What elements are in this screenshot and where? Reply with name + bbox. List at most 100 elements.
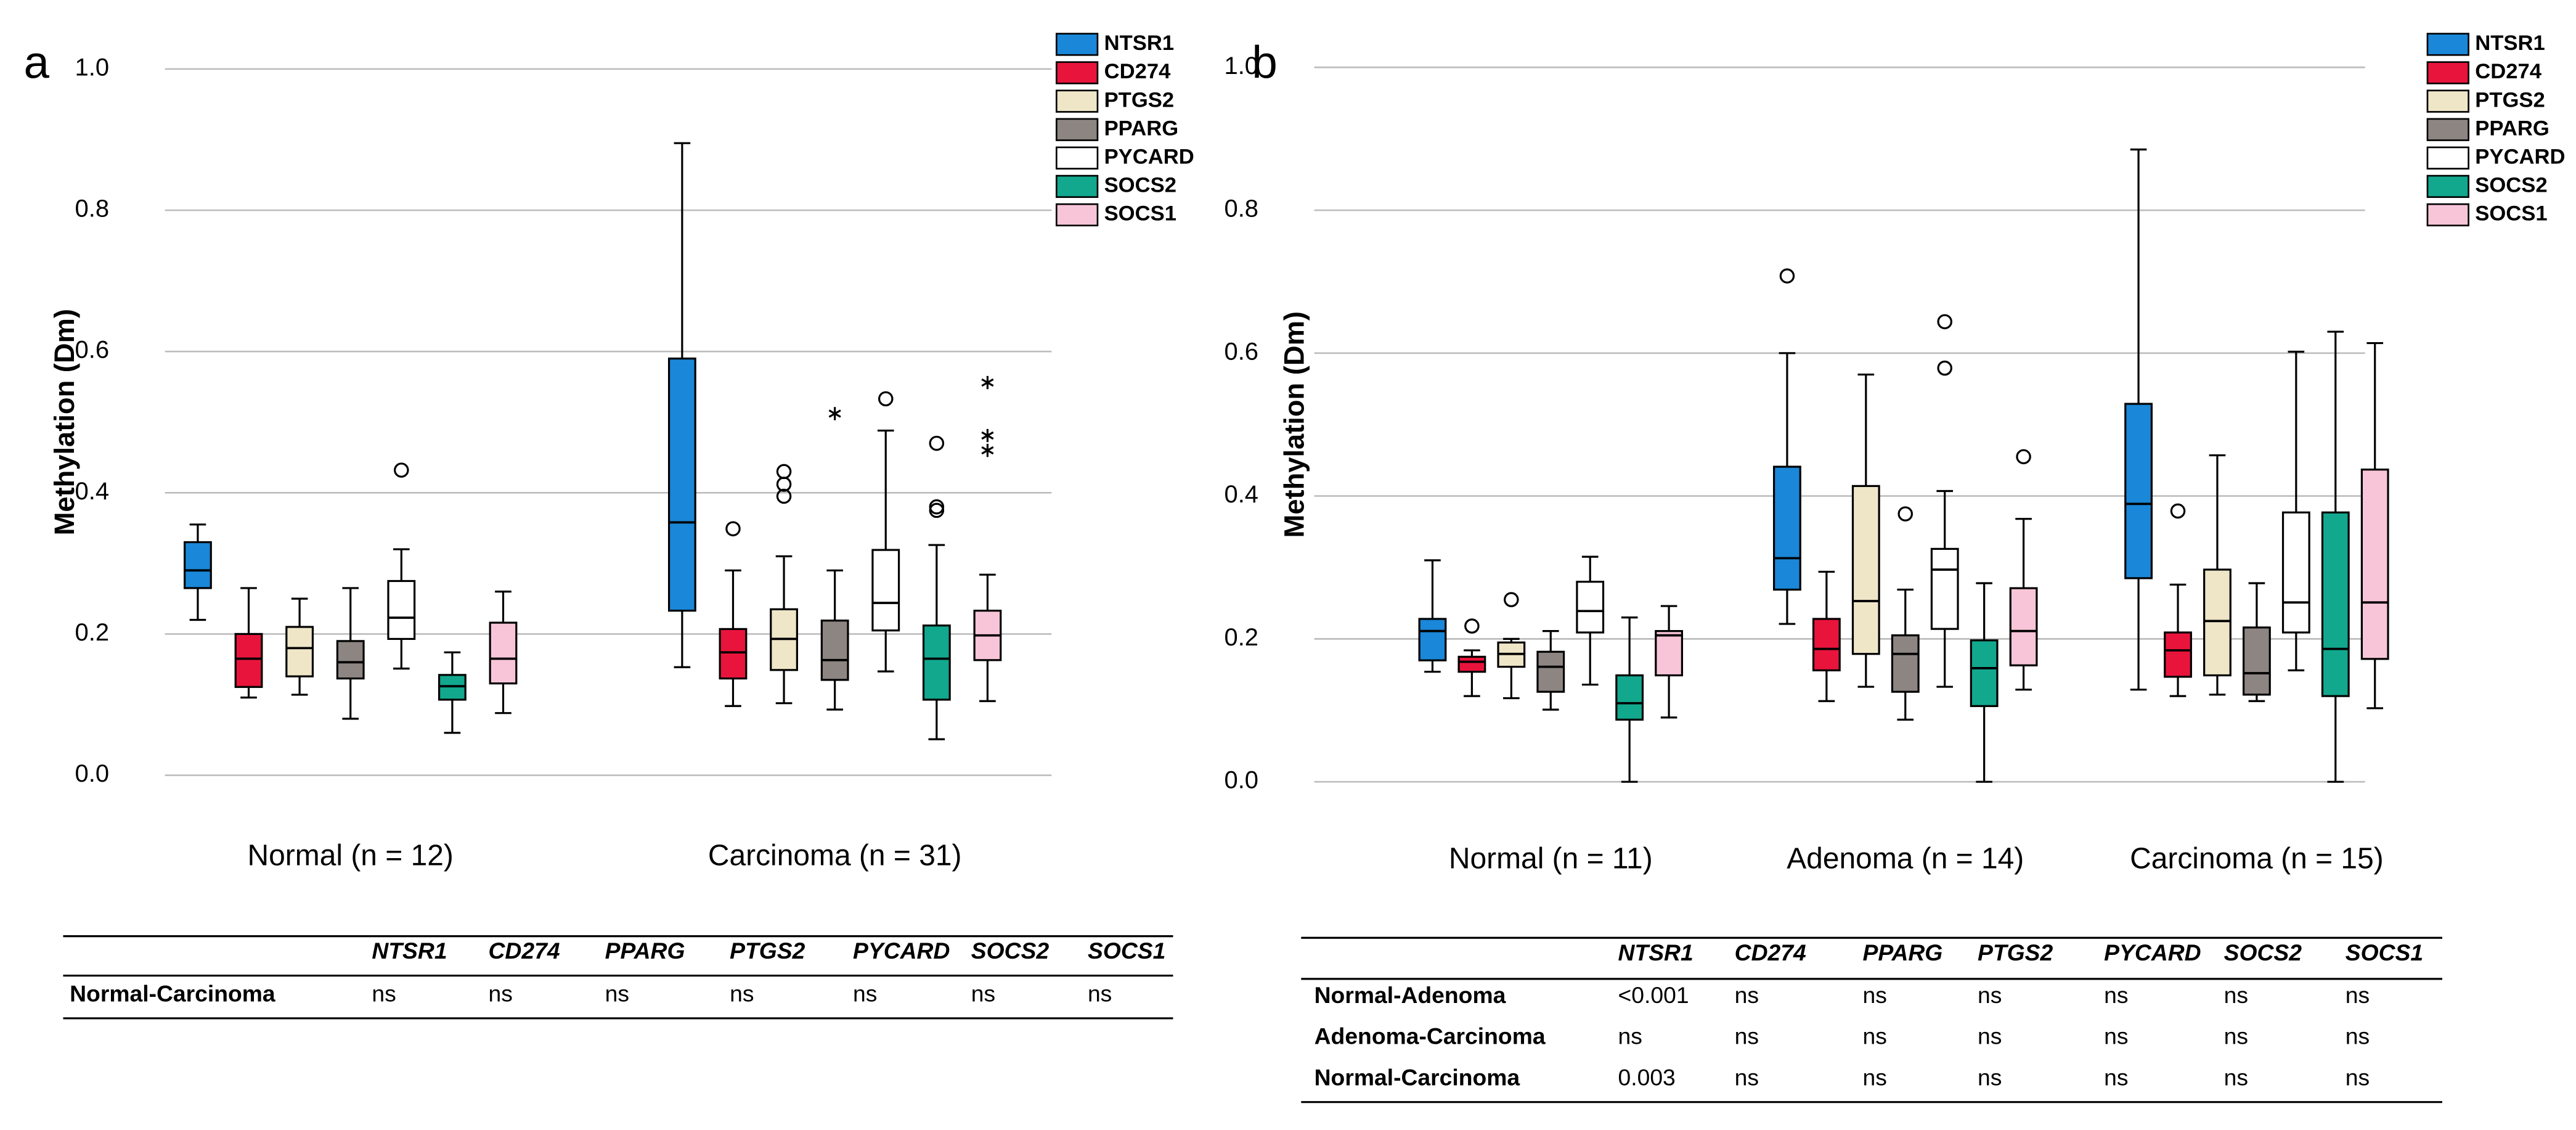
row-label: Normal-Carcinoma bbox=[1314, 1064, 1520, 1090]
box bbox=[336, 640, 365, 680]
outlier bbox=[394, 462, 409, 478]
table-cell: ns bbox=[1088, 980, 1112, 1006]
table-cell: ns bbox=[1978, 1064, 2002, 1090]
legend-label: SOCS1 bbox=[2475, 202, 2547, 226]
table-cell: ns bbox=[1862, 1023, 1886, 1049]
legend-swatch bbox=[2426, 61, 2469, 84]
table-cell: ns bbox=[2346, 1064, 2370, 1090]
legend-swatch bbox=[1056, 146, 1099, 170]
table-header: SOCS2 bbox=[971, 938, 1050, 964]
legend-label: CD274 bbox=[1104, 60, 1172, 83]
table-cell: ns bbox=[1735, 1064, 1759, 1090]
y-tick-label: 0.4 bbox=[75, 478, 110, 505]
table-cell: ns bbox=[372, 980, 396, 1006]
y-tick-label: 0.4 bbox=[1224, 481, 1258, 508]
legend-swatch bbox=[2426, 203, 2469, 227]
legend-swatch bbox=[2426, 118, 2469, 141]
y-axis-title: Methylation (Dm) bbox=[49, 309, 80, 535]
table-cell: ns bbox=[2224, 1064, 2248, 1090]
box bbox=[1655, 630, 1684, 677]
legend-label: PTGS2 bbox=[2475, 88, 2545, 112]
table-header: NTSR1 bbox=[372, 938, 447, 964]
legend-label: PYCARD bbox=[2475, 145, 2565, 168]
legend-swatch bbox=[1056, 61, 1099, 84]
table-cell: ns bbox=[1862, 1064, 1886, 1090]
y-tick-label: 0.2 bbox=[75, 619, 110, 646]
legend-swatch bbox=[1056, 174, 1099, 199]
group-label: Normal (n = 11) bbox=[1449, 843, 1653, 875]
outlier bbox=[929, 502, 945, 518]
outlier bbox=[725, 521, 741, 536]
box bbox=[489, 621, 518, 685]
group-label: Normal (n = 12) bbox=[248, 839, 454, 872]
table-header: CD274 bbox=[1735, 940, 1806, 965]
table-cell: ns bbox=[1735, 982, 1759, 1008]
table-cell: ns bbox=[1978, 982, 2002, 1008]
outlier bbox=[1779, 268, 1795, 284]
y-tick-label: 0.0 bbox=[75, 760, 110, 787]
legend-swatch bbox=[1056, 118, 1099, 141]
table-cell: ns bbox=[2346, 1023, 2370, 1049]
table-header: PYCARD bbox=[2104, 940, 2201, 965]
box bbox=[820, 620, 849, 681]
box bbox=[2203, 568, 2232, 677]
box bbox=[1930, 547, 1959, 630]
outlier bbox=[1897, 506, 1914, 522]
box bbox=[285, 626, 314, 678]
legend-label: PPARG bbox=[1104, 117, 1179, 140]
box bbox=[1615, 674, 1644, 721]
legend-swatch bbox=[2426, 174, 2469, 199]
legend-label: NTSR1 bbox=[2475, 31, 2545, 55]
group-label: Carcinoma (n = 15) bbox=[2130, 843, 2384, 875]
table-header: SOCS2 bbox=[2224, 940, 2302, 965]
outlier bbox=[878, 391, 894, 407]
box bbox=[871, 549, 900, 632]
box bbox=[184, 541, 212, 589]
outlier bbox=[1937, 360, 1952, 376]
box bbox=[1970, 639, 1999, 707]
legend-swatch bbox=[1056, 89, 1099, 113]
table-cell: ns bbox=[2104, 1023, 2128, 1049]
box bbox=[1891, 634, 1920, 693]
table-cell: ns bbox=[489, 980, 513, 1006]
row-label: Normal-Adenoma bbox=[1314, 982, 1506, 1008]
legend-label: SOCS1 bbox=[1104, 202, 1176, 226]
table-cell: ns bbox=[1618, 1023, 1642, 1049]
outlier bbox=[2170, 503, 2186, 519]
row-label: Normal-Carcinoma bbox=[70, 980, 275, 1006]
box bbox=[2009, 587, 2038, 666]
y-tick-label: 0.6 bbox=[1224, 338, 1258, 365]
legend-label: CD274 bbox=[2475, 60, 2542, 83]
table-header: PYCARD bbox=[853, 938, 950, 964]
y-axis-title: Methylation (Dm) bbox=[1278, 311, 1310, 538]
table-header: PTGS2 bbox=[1978, 940, 2053, 965]
box bbox=[234, 633, 263, 688]
table-cell: <0.001 bbox=[1618, 982, 1689, 1008]
outlier bbox=[1937, 314, 1952, 330]
panel-label: a bbox=[24, 36, 50, 88]
legend-swatch bbox=[1056, 33, 1099, 56]
box bbox=[922, 624, 951, 701]
legend-label: SOCS2 bbox=[2475, 174, 2547, 197]
table-cell: ns bbox=[2104, 1064, 2128, 1090]
y-tick-label: 0.2 bbox=[1224, 624, 1258, 651]
table-cell: ns bbox=[1862, 982, 1886, 1008]
legend-swatch bbox=[2426, 33, 2469, 56]
legend-label: SOCS2 bbox=[1104, 174, 1176, 197]
table-header: PPARG bbox=[1862, 940, 1942, 965]
outlier bbox=[776, 488, 792, 504]
outlier bbox=[2016, 449, 2031, 465]
table-header: SOCS1 bbox=[2346, 940, 2423, 965]
table-cell: ns bbox=[605, 980, 629, 1006]
table-cell: ns bbox=[2104, 982, 2128, 1008]
box bbox=[1536, 650, 1565, 693]
outlier bbox=[776, 464, 792, 480]
y-tick-label: 1.0 bbox=[1224, 52, 1258, 80]
table-cell: ns bbox=[2346, 982, 2370, 1008]
panel-label: b bbox=[1252, 36, 1277, 88]
legend-swatch bbox=[1056, 203, 1099, 227]
extreme bbox=[981, 443, 994, 457]
box bbox=[667, 358, 696, 612]
legend-label: NTSR1 bbox=[1104, 31, 1175, 55]
